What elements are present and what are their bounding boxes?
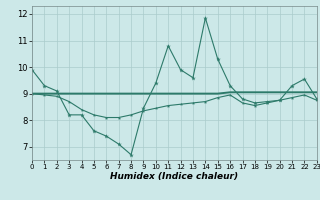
X-axis label: Humidex (Indice chaleur): Humidex (Indice chaleur)	[110, 172, 238, 181]
